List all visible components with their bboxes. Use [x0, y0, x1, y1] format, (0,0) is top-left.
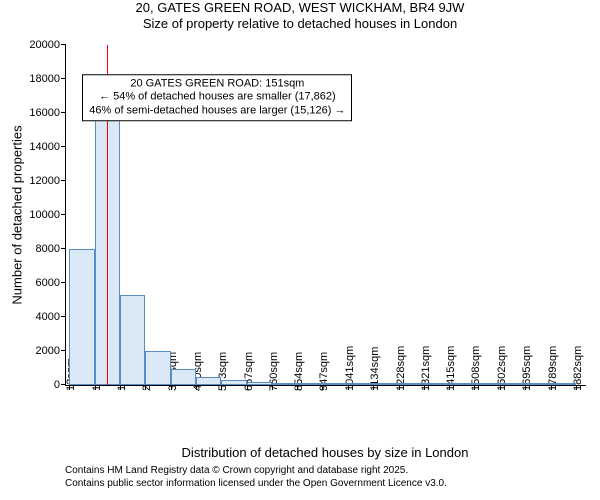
annotation-line: 46% of semi-detached houses are larger (…	[89, 104, 345, 118]
y-tick-mark	[61, 316, 66, 317]
y-tick-label: 8000	[36, 243, 66, 255]
histogram-bar	[449, 383, 474, 385]
annotation-line: ← 54% of detached houses are smaller (17…	[89, 91, 345, 105]
histogram-bar	[399, 383, 424, 385]
y-tick-label: 10000	[29, 209, 66, 221]
x-axis-label: Distribution of detached houses by size …	[182, 445, 469, 460]
y-tick-label: 14000	[29, 141, 66, 153]
attribution-footer: Contains HM Land Registry data © Crown c…	[65, 465, 447, 490]
x-tick-label: 760sqm	[268, 352, 280, 391]
x-tick-label: 947sqm	[318, 352, 330, 391]
chart-container: 20, GATES GREEN ROAD, WEST WICKHAM, BR4 …	[0, 0, 600, 500]
attribution-line1: Contains HM Land Registry data © Crown c…	[65, 465, 447, 478]
histogram-bar	[196, 377, 221, 386]
y-tick-mark	[61, 146, 66, 147]
y-tick-label: 16000	[29, 107, 66, 119]
y-tick-mark	[61, 350, 66, 351]
histogram-bar	[500, 383, 525, 385]
histogram-bar	[297, 383, 322, 385]
histogram-bar	[373, 383, 398, 385]
histogram-bar	[551, 383, 576, 385]
y-tick-label: 4000	[36, 311, 66, 323]
histogram-bar	[525, 383, 550, 385]
histogram-bar	[474, 383, 499, 385]
y-tick-mark	[61, 180, 66, 181]
chart-title-line2: Size of property relative to detached ho…	[0, 16, 600, 32]
y-axis-label: Number of detached properties	[10, 125, 25, 304]
plot-area: 0200040006000800010000120001400016000180…	[65, 45, 586, 386]
annotation-line: 20 GATES GREEN ROAD: 151sqm	[89, 77, 345, 91]
y-tick-label: 6000	[36, 277, 66, 289]
y-tick-label: 12000	[29, 175, 66, 187]
histogram-bar	[247, 382, 272, 385]
histogram-bar	[145, 351, 170, 385]
histogram-bar	[272, 383, 297, 385]
x-tick-label: 854sqm	[293, 352, 305, 391]
histogram-bar	[348, 383, 373, 385]
histogram-bar	[221, 380, 246, 385]
x-tick-label: 667sqm	[243, 352, 255, 391]
y-tick-mark	[61, 214, 66, 215]
histogram-bar	[120, 295, 145, 385]
y-tick-mark	[61, 248, 66, 249]
chart-title-line1: 20, GATES GREEN ROAD, WEST WICKHAM, BR4 …	[0, 0, 600, 16]
histogram-bar	[424, 383, 449, 385]
histogram-bar	[171, 369, 196, 385]
attribution-line2: Contains public sector information licen…	[65, 478, 447, 491]
y-tick-mark	[61, 44, 66, 45]
y-tick-mark	[61, 78, 66, 79]
histogram-bar	[69, 249, 94, 385]
histogram-bar	[322, 383, 347, 385]
y-tick-mark	[61, 112, 66, 113]
y-tick-label: 20000	[29, 39, 66, 51]
y-tick-label: 18000	[29, 73, 66, 85]
y-tick-mark	[61, 282, 66, 283]
x-tick-label: 573sqm	[217, 352, 229, 391]
y-tick-label: 2000	[36, 345, 66, 357]
annotation-box: 20 GATES GREEN ROAD: 151sqm← 54% of deta…	[82, 74, 352, 121]
